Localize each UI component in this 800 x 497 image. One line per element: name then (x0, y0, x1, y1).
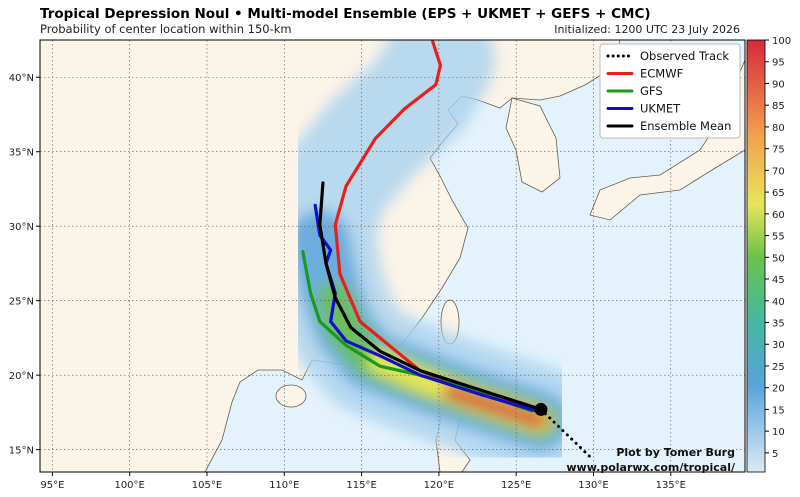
legend-label: UKMET (640, 102, 681, 116)
legend-label: ECMWF (640, 67, 683, 81)
map-frame (39, 39, 746, 473)
colorbar-tick-label: 55 (772, 232, 785, 243)
land (275, 384, 307, 408)
colorbar-tick-label: 45 (772, 275, 785, 286)
credit-author: Plot by Tomer Burg (616, 446, 735, 459)
colorbar (746, 39, 766, 473)
x-tick-label: 115°E (346, 480, 376, 491)
colorbar-tick-label: 5 (772, 449, 778, 460)
current-position (534, 402, 548, 416)
track-line (539, 407, 595, 462)
colorbar-tick-label: 50 (772, 253, 785, 264)
y-tick-label: 40°N (9, 73, 34, 84)
colorbar-tick-label: 90 (772, 79, 785, 90)
graticule (40, 40, 745, 472)
subtitle: Probability of center location within 15… (40, 22, 292, 36)
colorbar-tick-label: 30 (772, 340, 785, 351)
colorbar-tick-label: 65 (772, 188, 785, 199)
colorbar-tick-label: 40 (772, 297, 785, 308)
y-tick-label: 30°N (9, 222, 34, 233)
legend-label: GFS (640, 84, 663, 98)
y-tick-label: 35°N (9, 148, 34, 159)
colorbar-tick-label: 70 (772, 166, 785, 177)
colorbar-tick-label: 75 (772, 145, 785, 156)
init-time: Initialized: 1200 UTC 23 July 2026 (554, 23, 740, 36)
credit-url: www.polarwx.com/tropical/ (566, 461, 736, 474)
x-tick-label: 105°E (192, 480, 222, 491)
colorbar-tick-label: 80 (772, 123, 785, 134)
colorbar-tick-label: 85 (772, 101, 785, 112)
land (589, 59, 745, 221)
x-tick-label: 95°E (40, 480, 64, 491)
y-tick-label: 15°N (9, 446, 34, 457)
colorbar-tick-label: 60 (772, 210, 785, 221)
y-tick-label: 20°N (9, 371, 34, 382)
legend-label: Ensemble Mean (640, 119, 731, 133)
x-tick-label: 130°E (578, 480, 608, 491)
legend-box (599, 43, 741, 139)
colorbar-tick-label: 25 (772, 362, 785, 373)
x-tick-label: 135°E (656, 480, 686, 491)
legend: Observed Track ECMWF GFS UKMET Ensemble Mean (599, 43, 741, 139)
legend-label: Observed Track (640, 49, 729, 63)
y-tick-label: 25°N (9, 297, 34, 308)
axes: 95°E 100°E 105°E 110°E 115°E 120°E 125°E 130°E 1… (9, 73, 686, 491)
land (505, 97, 561, 193)
x-tick-label: 125°E (501, 480, 531, 491)
x-tick-label: 100°E (114, 480, 144, 491)
colorbar-tick-label: 95 (772, 58, 785, 69)
colorbar-tick-label: 100 (772, 36, 791, 47)
title: Tropical Depression Noul • Multi-model E… (40, 6, 651, 22)
track-line (313, 203, 538, 413)
x-tick-label: 120°E (424, 480, 454, 491)
colorbar-tick-label: 20 (772, 384, 785, 395)
colorbar-tick-label: 10 (772, 427, 785, 438)
colorbar-ticks: 5 10 15 20 25 30 35 40 45 50 55 60 65 70 75 80 85 90 95 100 (765, 36, 791, 460)
x-tick-label: 110°E (269, 480, 299, 491)
tracks (301, 40, 595, 462)
colorbar-tick-label: 35 (772, 318, 785, 329)
colorbar-tick-label: 15 (772, 405, 785, 416)
track-line (318, 181, 543, 412)
